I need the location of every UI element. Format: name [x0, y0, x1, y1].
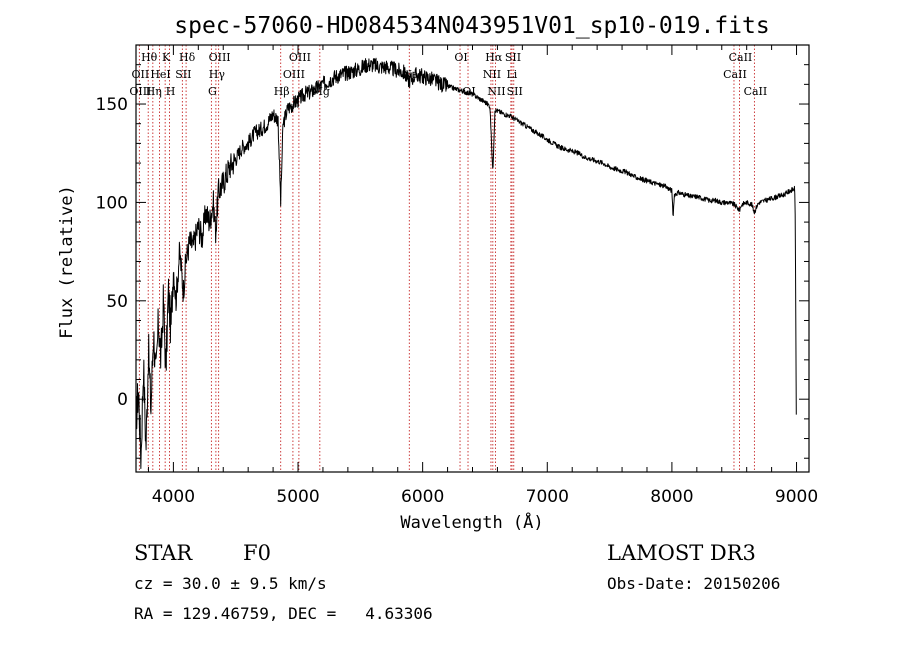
spectral-line-label: OII: [132, 68, 150, 81]
x-tick-label: 9000: [775, 487, 818, 507]
spectral-line-label: OIII: [129, 85, 151, 98]
redshift-value: cz = 30.0 ± 9.5 km/s: [134, 574, 327, 593]
object-class: STAR: [134, 541, 193, 565]
spectral-line-label: NII: [487, 85, 505, 98]
x-tick-label: 5000: [276, 487, 319, 507]
x-tick-label: 4000: [152, 487, 195, 507]
spectral-line-label: K: [162, 51, 171, 64]
spectral-line-label: SII: [505, 51, 521, 64]
spectral-line-labels: Hθ OII OIII K HeI Hη Hδ SII H OIII Hγ G OIII OIII Hβ Mg…: [129, 51, 767, 98]
spectral-line-label: SII: [507, 85, 523, 98]
spectrum-line: [135, 57, 797, 470]
spectral-line-label: Hβ: [274, 85, 290, 98]
x-axis-ticks: 4000 5000 6000 7000 8000 9000: [147, 45, 818, 507]
spectral-line-label: NII: [483, 68, 501, 81]
spectral-line-label: OI: [462, 85, 475, 98]
spectral-line-label: Na: [402, 68, 419, 81]
spectral-line-label: Hη: [146, 85, 162, 98]
x-tick-label: 8000: [650, 487, 693, 507]
spectral-line-label: OIII: [289, 51, 311, 64]
x-tick-label: 6000: [401, 487, 444, 507]
spectral-line-label: CaII: [723, 68, 747, 81]
y-tick-label: 50: [106, 292, 128, 312]
spectrum-trace: [135, 57, 797, 470]
spectral-line-label: CaII: [729, 51, 753, 64]
spectral-line-label: G: [208, 85, 217, 98]
survey-name: LAMOST DR3: [607, 541, 756, 565]
spectral-line-label: CaII: [744, 85, 768, 98]
spectral-line-label: OI: [454, 51, 467, 64]
spectral-line-label: HeI: [150, 68, 170, 81]
y-tick-label: 150: [96, 95, 128, 115]
spectral-line-label: Hθ: [141, 51, 158, 64]
y-tick-label: 0: [117, 390, 128, 410]
spectral-line-label: H: [166, 85, 176, 98]
spectral-line-label: SII: [175, 68, 191, 81]
spectral-line-label: Li: [506, 68, 517, 81]
coordinates: RA = 129.46759, DEC = 4.63306: [134, 604, 433, 623]
x-axis-label: Wavelength (Å): [400, 511, 543, 533]
spectral-line-label: OIII: [283, 68, 305, 81]
y-axis-ticks: 0 50 100 150: [96, 64, 809, 459]
spectral-line-markers: [138, 45, 755, 472]
observation-date: Obs-Date: 20150206: [607, 574, 780, 593]
x-tick-label: 7000: [526, 487, 569, 507]
spectral-line-label: Hα: [485, 51, 503, 64]
chart-title: spec-57060-HD084534N043951V01_sp10-019.f…: [174, 13, 769, 39]
spectral-line-label: Hγ: [209, 68, 226, 81]
plot-frame: [135, 44, 810, 473]
y-axis-label: Flux (relative): [57, 185, 77, 339]
spectral-line-label: Hδ: [179, 51, 196, 64]
y-tick-label: 100: [96, 193, 128, 213]
object-subclass: F0: [243, 541, 271, 565]
spectral-line-label: OIII: [209, 51, 231, 64]
spectral-line-label: Mg: [312, 85, 330, 98]
